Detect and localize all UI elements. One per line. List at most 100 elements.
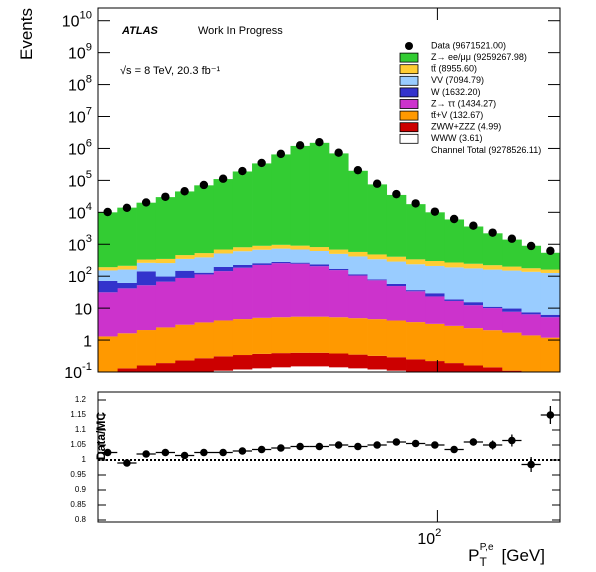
- stack-segment: [117, 207, 137, 266]
- stack-segment: [155, 258, 176, 264]
- y-tick-label: 108: [68, 73, 92, 94]
- y-tick-label: 109: [68, 41, 92, 62]
- y-tick-label: 0.8: [75, 515, 87, 524]
- stack-segment: [482, 308, 503, 331]
- stack-segment: [502, 270, 522, 309]
- stack-segment: [194, 185, 214, 254]
- stack-segment: [98, 280, 118, 293]
- stack-segment: [232, 369, 253, 372]
- stack-segment: [367, 254, 388, 260]
- stack-segment: [482, 367, 503, 372]
- stack-segment: [155, 276, 176, 282]
- legend-label: W (1632.20): [431, 87, 481, 97]
- stack-segment: [98, 336, 118, 372]
- ratio-point: [450, 445, 458, 454]
- stack-segment: [463, 263, 484, 269]
- y-tick-label: 1010: [62, 9, 92, 30]
- stack-segment: [252, 245, 272, 250]
- legend-swatch: [399, 52, 419, 63]
- stack-segment: [232, 251, 253, 265]
- stack-segment: [290, 352, 311, 367]
- stack-segment: [521, 314, 542, 336]
- stack-segment: [252, 263, 272, 265]
- energy-label: √s = 8 TeV, 20.3 fb⁻¹: [120, 65, 221, 77]
- y-tick-label: 102: [68, 265, 92, 286]
- y-tick-label: 1.1: [75, 425, 87, 434]
- stack-segment: [406, 359, 426, 372]
- legend-swatch: [399, 99, 419, 109]
- ratio-point: [546, 411, 555, 419]
- data-point: [488, 228, 497, 237]
- stack-segment: [194, 257, 214, 273]
- data-point: [295, 141, 305, 150]
- data-point: [180, 187, 189, 196]
- data-point: [141, 198, 151, 207]
- data-point: [392, 189, 401, 199]
- ratio-point: [123, 459, 131, 467]
- stack-segment: [98, 270, 118, 281]
- y-tick-label: 1: [83, 333, 92, 350]
- stack-segment: [425, 212, 445, 261]
- ratio-point: [431, 441, 439, 449]
- y-tick-label: 1.15: [70, 410, 86, 419]
- stack-segment: [348, 354, 368, 369]
- data-point: [315, 138, 324, 147]
- ratio-point: [354, 442, 362, 451]
- stack-segment: [502, 239, 522, 267]
- stack-segment: [521, 245, 542, 269]
- ratio-point: [392, 438, 401, 446]
- y-tick-label: 1.05: [70, 440, 86, 449]
- stack-segment: [540, 269, 560, 273]
- stack-segment: [155, 363, 176, 372]
- ratio-point: [296, 442, 304, 451]
- experiment-label: ATLAS: [121, 25, 159, 37]
- stack-segment: [406, 259, 426, 265]
- stack-segment: [290, 145, 311, 246]
- x-axis-title: PT P,e [GeV]: [468, 542, 545, 570]
- ratio-point: [411, 439, 420, 448]
- stack-segment: [213, 179, 234, 250]
- ratio-point: [469, 438, 478, 446]
- stack-segment: [444, 262, 465, 268]
- stack-segment: [309, 316, 330, 353]
- data-point: [238, 166, 247, 176]
- stack-segment: [444, 219, 465, 263]
- stack-segment: [386, 283, 407, 287]
- stack-segment: [425, 323, 445, 362]
- stack-segment: [482, 306, 503, 309]
- data-point: [372, 179, 382, 188]
- y-tick-label: 0.9: [75, 485, 87, 494]
- stack-segment: [175, 324, 195, 361]
- y-axis-title: Events: [17, 8, 36, 60]
- stack-segment: [425, 361, 445, 372]
- ratio-y-title: Data/MC: [94, 412, 108, 460]
- stack-segment: [463, 328, 484, 366]
- stack-segment: [290, 263, 311, 317]
- ratio-point: [180, 451, 189, 460]
- ratio-point: [488, 441, 497, 449]
- stack-segment: [406, 204, 426, 260]
- stack-segment: [540, 317, 560, 338]
- stack-segment: [348, 368, 368, 372]
- stack-segment: [232, 355, 253, 370]
- legend-swatch: [399, 110, 419, 121]
- stack-segment: [213, 356, 234, 371]
- stack-segment: [329, 317, 349, 354]
- y-tick-label: 0.95: [70, 470, 86, 479]
- ratio-point: [334, 441, 343, 449]
- stack-segment: [232, 171, 253, 248]
- legend-swatch: [399, 75, 419, 86]
- stack-segment: [213, 266, 234, 272]
- stack-segment: [463, 305, 484, 329]
- x-axis-title-part: [GeV]: [502, 546, 545, 565]
- stack-segment: [329, 153, 349, 250]
- y-tick-label: 10: [74, 301, 92, 318]
- ratio-point: [238, 447, 247, 455]
- stack-segment: [194, 358, 214, 372]
- stack-segment: [521, 268, 542, 272]
- stack-segment: [367, 319, 388, 356]
- y-tick-label: 106: [68, 137, 92, 158]
- stack-segment: [232, 247, 253, 252]
- legend-label: tt̄+V (132.67): [431, 110, 483, 120]
- data-point: [526, 241, 536, 251]
